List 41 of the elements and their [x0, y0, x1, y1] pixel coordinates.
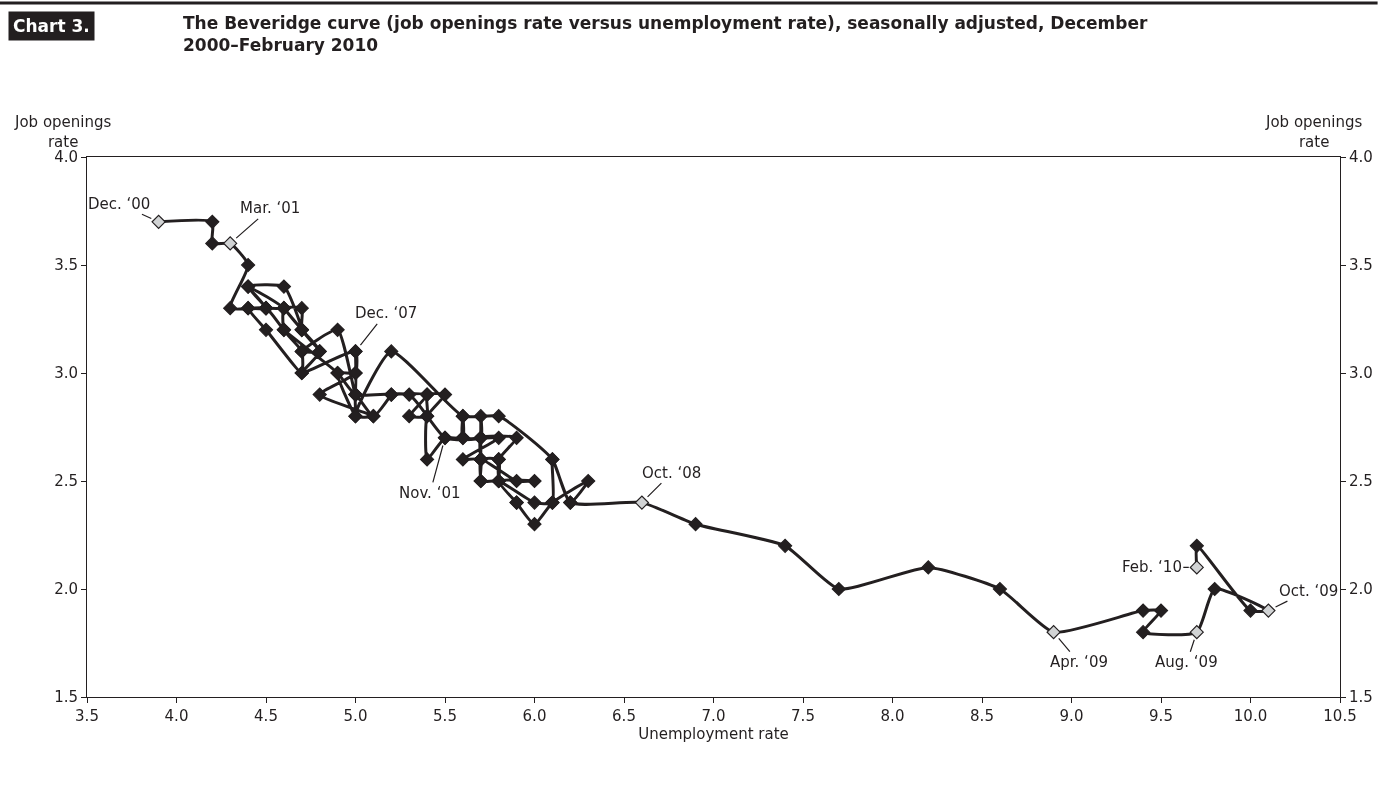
caption: Chart 3.	[13, 16, 90, 36]
x-tick-label: 6.5	[612, 707, 636, 725]
y2-tick-label: 1.5	[1349, 688, 1373, 707]
x-tick-label: 7.0	[701, 707, 726, 725]
y2-tick-label: 4.0	[1349, 148, 1373, 167]
annotation: Mar. ‘01	[240, 199, 301, 217]
y2-tick-label: 3.5	[1349, 256, 1373, 275]
y-tick-label: 4.0	[54, 148, 78, 167]
x-axis-title: Unemployment rate	[638, 725, 789, 743]
y2-tick-label: 2.5	[1349, 472, 1373, 491]
x-tick-label: 5.5	[433, 707, 457, 725]
x-tick-label: 7.5	[791, 707, 815, 725]
annotation: Oct. ‘08	[642, 464, 702, 482]
x-tick-label: 5.0	[343, 707, 368, 725]
x-tick-label: 9.5	[1149, 707, 1173, 725]
annotation: Dec. ‘07	[355, 304, 418, 322]
annotation: Oct. ‘09	[1279, 582, 1339, 600]
x-tick-label: 8.0	[880, 707, 905, 725]
annotation: Apr. ‘09	[1050, 653, 1108, 671]
x-tick-label: 10.0	[1233, 707, 1268, 725]
annotation: Aug. ‘09	[1155, 653, 1218, 671]
x-tick-label: 9.0	[1059, 707, 1084, 725]
annotation: Nov. ‘01	[399, 484, 461, 502]
x-tick-label: 4.5	[254, 707, 278, 725]
y-tick-label: 3.0	[54, 364, 78, 383]
y-tick-label: 2.0	[54, 580, 78, 599]
y-tick-label: 1.5	[54, 688, 78, 707]
y-axis-title: Job openings rate	[14, 113, 112, 151]
y-tick-label: 2.5	[54, 472, 78, 491]
annotation: Dec. ‘00	[88, 195, 151, 213]
x-tick-label: 10.5	[1323, 707, 1357, 725]
y2-tick-label: 2.0	[1349, 580, 1373, 599]
x-tick-label: 3.5	[75, 707, 99, 725]
y2-axis-title: Job openings rate	[1265, 113, 1363, 151]
x-tick-label: 8.5	[970, 707, 994, 725]
x-tick-label: 4.0	[164, 707, 189, 725]
chart-title: The Beveridge curve (job openings rate versus unemployment rate), seasonally adjusted, December 2000–February 2010	[183, 13, 1148, 56]
y-tick-label: 3.5	[54, 256, 78, 275]
x-tick-label: 6.0	[522, 707, 547, 725]
y2-tick-label: 3.0	[1349, 364, 1373, 383]
annotation: Feb. ‘10	[1122, 558, 1182, 576]
